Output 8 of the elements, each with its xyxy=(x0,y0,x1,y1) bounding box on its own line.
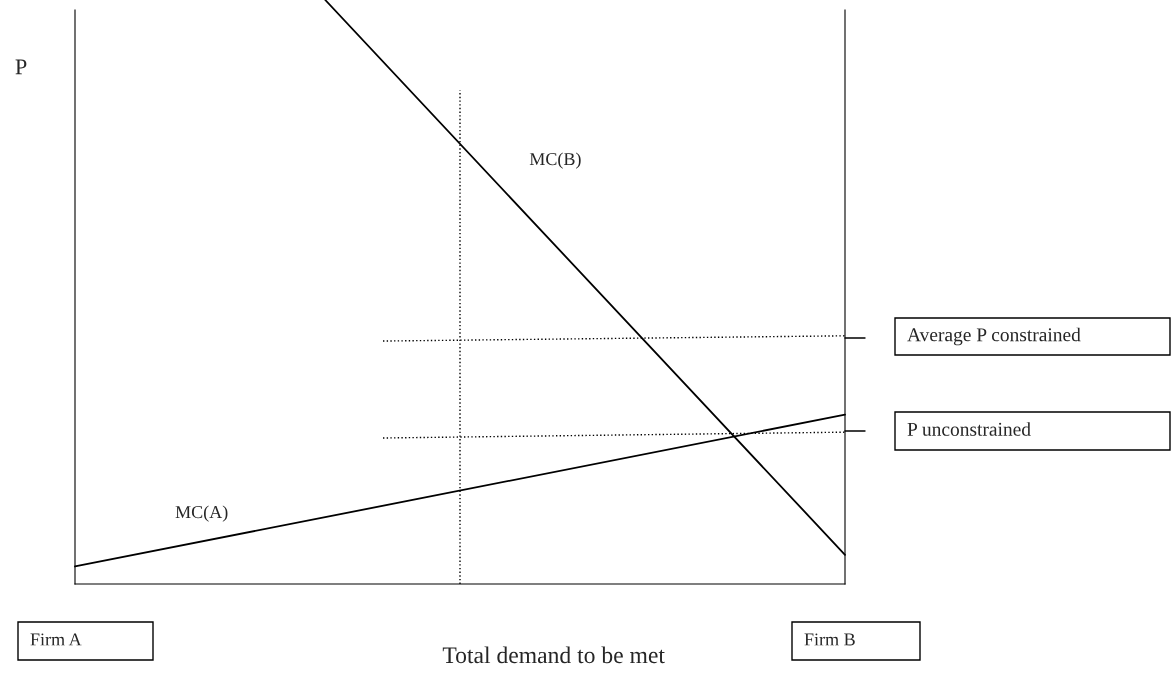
x-axis-title: Total demand to be met xyxy=(442,646,665,664)
series-label: MC(A) xyxy=(175,505,228,522)
text: Firm A xyxy=(30,633,82,646)
y-axis-title: P xyxy=(15,59,27,75)
text: Firm B xyxy=(804,633,855,646)
text: P unconstrained xyxy=(907,422,1031,436)
text: Average P constrained xyxy=(907,327,1081,346)
series-label: MC(B) xyxy=(529,152,581,169)
